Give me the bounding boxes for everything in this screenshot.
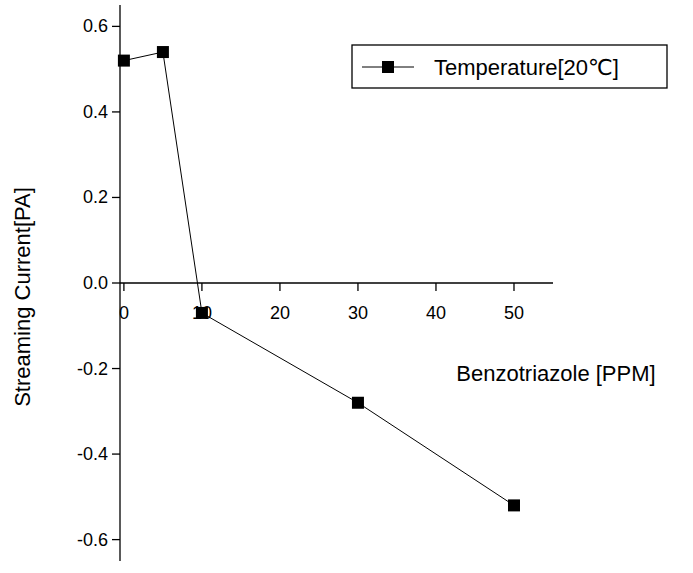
y-tick-label: 0.4 — [83, 102, 108, 122]
y-tick-label: 0.2 — [83, 187, 108, 207]
y-tick-label: -0.4 — [77, 444, 108, 464]
x-axis-title: Benzotriazole [PPM] — [456, 361, 655, 386]
y-tick — [112, 368, 120, 369]
y-axis-title: Streaming Current[PA] — [10, 187, 35, 407]
data-point — [157, 46, 169, 58]
x-tick — [201, 283, 202, 291]
data-point — [118, 55, 130, 67]
x-tick-label: 40 — [426, 303, 446, 323]
y-tick-label: -0.6 — [77, 530, 108, 550]
y-tick-label: 0.6 — [83, 16, 108, 36]
legend-label: Temperature[20℃] — [434, 55, 619, 80]
x-tick — [279, 283, 280, 291]
x-tick — [513, 283, 514, 291]
y-tick — [112, 539, 120, 540]
data-point — [196, 307, 208, 319]
series-line — [124, 52, 514, 505]
legend-marker — [382, 61, 394, 73]
y-tick-label: -0.2 — [77, 359, 108, 379]
plot-area — [118, 46, 520, 511]
x-tick — [435, 283, 436, 291]
y-tick — [112, 26, 120, 27]
legend-box — [352, 45, 667, 88]
x-tick — [357, 283, 358, 291]
data-point — [508, 499, 520, 511]
data-point — [352, 397, 364, 409]
x-tick-label: 50 — [504, 303, 524, 323]
y-tick — [112, 453, 120, 454]
x-tick-label: 30 — [348, 303, 368, 323]
x-axis — [120, 282, 553, 283]
y-tick — [112, 111, 120, 112]
y-tick-label: 0.0 — [83, 273, 108, 293]
chart: -0.6 -0.4 -0.2 0.0 0.2 0.4 0.6 0 10 20 30 40 50 Benzo… — [0, 0, 693, 573]
y-tick — [112, 197, 120, 198]
x-tick-label: 10 — [192, 303, 212, 323]
x-tick-label: 0 — [119, 303, 129, 323]
y-tick — [112, 282, 120, 283]
x-tick — [123, 283, 124, 291]
x-tick-label: 20 — [270, 303, 290, 323]
